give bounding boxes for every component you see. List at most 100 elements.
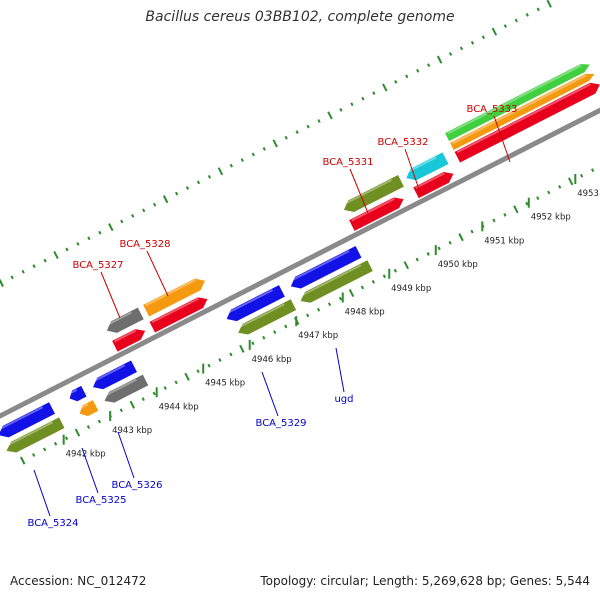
gene-label-bca5327-leader: [100, 271, 121, 319]
gene-bca5327-gray-body: [106, 307, 144, 333]
gene-label-bca5324: BCA_5324: [28, 518, 79, 529]
gene-label-bca5328: BCA_5328: [120, 239, 171, 250]
bottom-track-tick: [119, 408, 123, 413]
gene-label-bca5332: BCA_5332: [378, 137, 429, 148]
top-track-tick: [98, 230, 102, 235]
bottom-track-tick: [448, 240, 452, 245]
bottom-track-tick: [141, 397, 145, 402]
gene-ugd-olive: [299, 260, 373, 303]
gene-label-bca5326: BCA_5326: [112, 480, 163, 491]
gene-bca5326-gray: [103, 374, 149, 403]
gene-bca5331-red-highlight: [351, 197, 395, 222]
gene-bca5327-red-highlight: [114, 329, 137, 343]
bottom-track-tick: [536, 196, 540, 200]
bottom-track-tick: [348, 289, 355, 298]
gene-bca5333-green-body: [445, 64, 590, 142]
scale-label: 4950 kbp: [438, 260, 478, 270]
bottom-track-tick: [393, 268, 397, 273]
gene-label-bca5324-leader: [33, 469, 51, 517]
gene-bca5333-red-highlight: [456, 83, 592, 154]
bottom-track-tick: [492, 218, 496, 223]
bottom-track-tick: [97, 419, 102, 424]
gene-bca5329-blue-highlight: [225, 289, 273, 315]
gene-label-bca5329-leader: [261, 371, 279, 417]
gene-bca5332-cyan-highlight: [405, 156, 437, 174]
top-track-tick: [162, 195, 169, 204]
gene-ugd-blue-body: [290, 246, 362, 289]
bottom-track-tick: [403, 261, 409, 270]
gene-bca5326-blue-body: [93, 360, 137, 390]
gene-bca5333-orange-highlight: [452, 74, 587, 145]
top-track-tick: [339, 107, 343, 112]
bottom-track-tick: [284, 324, 288, 329]
gene-bca5328-orange-body: [143, 278, 205, 317]
gene-bca5326-blue-highlight: [92, 364, 126, 383]
top-track-tick: [32, 264, 36, 269]
gene-bca5333-green-highlight: [447, 64, 582, 135]
gene-bca5333-red: [454, 82, 600, 163]
top-track-tick: [394, 80, 398, 84]
scale-label: 4949 kbp: [391, 284, 431, 294]
bottom-track-tick: [229, 352, 233, 357]
gene-label-ugd: ugd: [334, 394, 353, 405]
bottom-track-tick: [426, 252, 430, 256]
gene-label-bca5332-leader: [404, 148, 422, 196]
top-track-tick: [361, 96, 365, 101]
gene-bca5326-gray-body: [104, 374, 149, 403]
gene-label-bca5327: BCA_5327: [73, 260, 124, 271]
gene-label-bca5329: BCA_5329: [256, 418, 307, 429]
top-track-tick: [196, 180, 201, 185]
bottom-track-tick: [184, 372, 190, 381]
top-track-tick: [272, 139, 278, 148]
bottom-track-tick: [218, 358, 222, 362]
bottom-track-tick: [43, 447, 47, 452]
bottom-track-tick: [207, 363, 211, 368]
bottom-track-tick: [547, 190, 551, 195]
gene-bca5329-blue: [225, 285, 285, 322]
backbone-layer: [0, 107, 600, 419]
bottom-track-tick: [513, 205, 519, 214]
gene-bca5328-orange-highlight: [145, 279, 196, 307]
top-track-tick: [350, 102, 354, 107]
scale-label: 4945 kbp: [205, 379, 245, 389]
scale-label: 4944 kbp: [159, 402, 199, 412]
bottom-track-tick: [306, 313, 310, 318]
gene-bca5328-red: [149, 297, 208, 333]
gene-bca5333-green: [445, 64, 590, 142]
gene-bca5326-blue: [92, 360, 137, 390]
gene-bca5325-blue-body: [69, 385, 87, 402]
bottom-track-tick: [525, 201, 529, 206]
top-track-tick: [153, 202, 157, 207]
gene-bca5327-gray-highlight: [105, 311, 132, 327]
gene-bca5325-blue-highlight: [68, 388, 78, 395]
bottom-track-tick: [567, 177, 574, 186]
top-track-tick: [142, 208, 146, 213]
bottom-track-tick: [174, 380, 178, 385]
gene-label-bca5326-leader: [117, 431, 135, 479]
gene-label-bca5333: BCA_5333: [467, 104, 518, 115]
scale-label: 4951 kbp: [484, 236, 524, 246]
gene-bca5329-olive-body: [238, 299, 297, 335]
top-track-tick: [251, 152, 255, 157]
top-track-tick: [131, 214, 135, 218]
bottom-track-tick: [470, 229, 474, 234]
gene-bca5329-olive-highlight: [237, 303, 285, 329]
gene-bca5325-blue: [68, 385, 87, 402]
bottom-track-tick: [590, 168, 595, 173]
bottom-track-tick: [382, 274, 386, 279]
bottom-track-tick: [152, 391, 156, 396]
bottom-track-tick: [19, 456, 26, 465]
top-track-tick: [525, 13, 529, 17]
bottom-track-tick: [371, 279, 376, 284]
gene-bca5331-olive-highlight: [342, 179, 392, 206]
gene-bca5331-red-body: [349, 197, 404, 231]
gene-bca5324-olive-highlight: [5, 421, 54, 447]
top-track-tick: [174, 191, 179, 196]
top-track-tick: [65, 247, 69, 252]
feature-layer: [0, 64, 600, 453]
scale-label: 4948 kbp: [345, 307, 385, 317]
top-track-tick: [240, 158, 244, 162]
gene-bca5329-olive: [237, 299, 297, 335]
bottom-track-tick: [458, 233, 464, 242]
bottom-track-tick: [558, 185, 562, 189]
